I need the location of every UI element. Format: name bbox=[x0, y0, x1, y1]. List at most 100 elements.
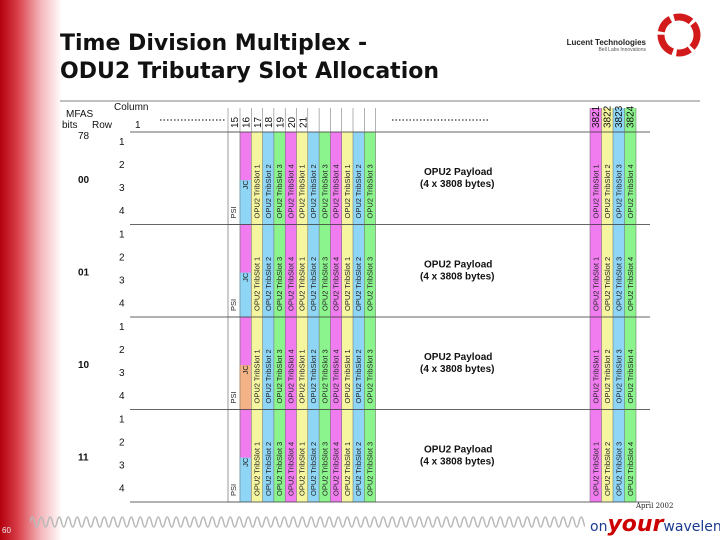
tribslot-label: OPU2 TribSlot 2 bbox=[264, 442, 273, 496]
mfas-bits-label: 78 bbox=[78, 131, 90, 142]
brand-pre: on bbox=[590, 519, 608, 535]
tribslot-label: OPU2 TribSlot 3 bbox=[366, 442, 375, 496]
tribslot-label: OPU2 TribSlot 2 bbox=[264, 349, 273, 403]
tribslot-label: OPU2 TribSlot 3 bbox=[366, 349, 375, 403]
jc-label: JC bbox=[241, 365, 250, 375]
footer-date: April 2002 bbox=[636, 502, 674, 510]
tribslot-label: OPU2 TribSlot 2 bbox=[309, 164, 318, 218]
row-number: 3 bbox=[119, 276, 125, 287]
column-number: 18 bbox=[264, 116, 275, 128]
row-label: Row bbox=[92, 120, 113, 131]
tribslot-label: OPU2 TribSlot 3 bbox=[320, 349, 329, 403]
tribslot-label: OPU2 TribSlot 3 bbox=[275, 257, 284, 311]
row-number: 1 bbox=[119, 137, 125, 148]
tribslot-label: OPU2 TribSlot 4 bbox=[332, 164, 341, 218]
row-number: 4 bbox=[119, 206, 125, 217]
tribslot-label: OPU2 TribSlot 4 bbox=[286, 164, 295, 218]
tribslot-label: OPU2 TribSlot 1 bbox=[591, 442, 600, 496]
payload-size: (4 x 3808 bytes) bbox=[420, 457, 495, 468]
bits-label: bits bbox=[62, 120, 78, 131]
jc-cell bbox=[239, 457, 251, 502]
tribslot-label: OPU2 TribSlot 3 bbox=[614, 257, 623, 311]
wave-decoration bbox=[30, 516, 585, 528]
row-number: 3 bbox=[119, 368, 125, 379]
jc-label: JC bbox=[241, 180, 250, 190]
row-number: 4 bbox=[119, 299, 125, 310]
tribslot-label: OPU2 TribSlot 3 bbox=[366, 164, 375, 218]
tribslot-label: OPU2 TribSlot 3 bbox=[614, 442, 623, 496]
psi-label: PSI bbox=[229, 484, 238, 496]
payload-size: (4 x 3808 bytes) bbox=[420, 364, 495, 375]
row-number: 3 bbox=[119, 183, 125, 194]
tribslot-label: OPU2 TribSlot 1 bbox=[343, 257, 352, 311]
tribslot-label: OPU2 TribSlot 3 bbox=[275, 442, 284, 496]
tribslot-label: OPU2 TribSlot 2 bbox=[603, 442, 612, 496]
column-number: 3822 bbox=[603, 105, 614, 128]
mfas-value: 10 bbox=[78, 360, 90, 371]
jc-cell bbox=[239, 180, 251, 225]
tribslot-label: OPU2 TribSlot 2 bbox=[354, 257, 363, 311]
jc-label: JC bbox=[241, 457, 250, 467]
tribslot-label: OPU2 TribSlot 1 bbox=[343, 349, 352, 403]
tribslot-label: OPU2 TribSlot 3 bbox=[614, 164, 623, 218]
tribslot-label: OPU2 TribSlot 3 bbox=[320, 164, 329, 218]
mfas-value: 01 bbox=[78, 268, 90, 279]
tribslot-label: OPU2 TribSlot 1 bbox=[253, 257, 262, 311]
tribslot-label: OPU2 TribSlot 4 bbox=[626, 257, 635, 311]
mfas-label: MFAS bbox=[66, 109, 94, 120]
column-start-label: 1 bbox=[135, 120, 141, 131]
tribslot-label: OPU2 TribSlot 3 bbox=[320, 442, 329, 496]
payload-title: OPU2 Payload bbox=[424, 445, 492, 456]
company-logo: Lucent Technologies Bell Labs Innovation… bbox=[560, 38, 646, 53]
tribslot-label: OPU2 TribSlot 3 bbox=[320, 257, 329, 311]
jc-cell bbox=[239, 365, 251, 410]
tribslot-label: OPU2 TribSlot 2 bbox=[264, 164, 273, 218]
logo-tagline: Bell Labs Innovations bbox=[598, 47, 646, 53]
slot-column-bg bbox=[624, 108, 636, 502]
column-number: 3824 bbox=[626, 105, 637, 128]
tribslot-label: OPU2 TribSlot 4 bbox=[332, 349, 341, 403]
tribslot-label: OPU2 TribSlot 2 bbox=[354, 349, 363, 403]
psi-label: PSI bbox=[229, 299, 238, 311]
row-number: 2 bbox=[119, 160, 125, 171]
tribslot-label: OPU2 TribSlot 4 bbox=[286, 349, 295, 403]
jc-cell bbox=[239, 272, 251, 317]
payload-size: (4 x 3808 bytes) bbox=[420, 179, 495, 190]
column-number: 17 bbox=[253, 116, 264, 128]
row-number: 4 bbox=[119, 391, 125, 402]
payload-size: (4 x 3808 bytes) bbox=[420, 272, 495, 283]
lucent-ring-icon bbox=[657, 13, 701, 57]
tribslot-label: OPU2 TribSlot 2 bbox=[309, 442, 318, 496]
tribslot-label: OPU2 TribSlot 2 bbox=[603, 164, 612, 218]
title-divider bbox=[60, 100, 700, 102]
psi-label: PSI bbox=[229, 391, 238, 403]
payload-title: OPU2 Payload bbox=[424, 352, 492, 363]
tribslot-label: OPU2 TribSlot 3 bbox=[275, 349, 284, 403]
tribslot-label: OPU2 TribSlot 1 bbox=[591, 257, 600, 311]
logo-name: Lucent Technologies bbox=[566, 38, 646, 47]
page-number: 60 bbox=[2, 526, 11, 535]
tribslot-label: OPU2 TribSlot 4 bbox=[332, 257, 341, 311]
row-number: 1 bbox=[119, 230, 125, 241]
column-number: 16 bbox=[241, 116, 252, 128]
column-number: 3823 bbox=[614, 105, 625, 128]
slot-column-bg bbox=[601, 108, 613, 502]
psi-label: PSI bbox=[229, 206, 238, 218]
tribslot-label: OPU2 TribSlot 4 bbox=[626, 349, 635, 403]
payload-title: OPU2 Payload bbox=[424, 260, 492, 271]
tribslot-label: OPU2 TribSlot 3 bbox=[614, 349, 623, 403]
row-number: 3 bbox=[119, 461, 125, 472]
tribslot-label: OPU2 TribSlot 1 bbox=[253, 349, 262, 403]
brand-slogan: onyourwavelength bbox=[590, 512, 720, 537]
column-label: Column bbox=[114, 102, 148, 113]
tribslot-label: OPU2 TribSlot 4 bbox=[626, 164, 635, 218]
tribslot-label: OPU2 TribSlot 2 bbox=[309, 257, 318, 311]
row-number: 2 bbox=[119, 438, 125, 449]
title-line-1: Time Division Multiplex - bbox=[60, 31, 368, 56]
tribslot-label: OPU2 TribSlot 1 bbox=[298, 442, 307, 496]
tribslot-label: OPU2 TribSlot 1 bbox=[343, 442, 352, 496]
slot-column-bg bbox=[590, 108, 602, 502]
slot-column-bg bbox=[613, 108, 625, 502]
column-number: 15 bbox=[230, 116, 241, 128]
